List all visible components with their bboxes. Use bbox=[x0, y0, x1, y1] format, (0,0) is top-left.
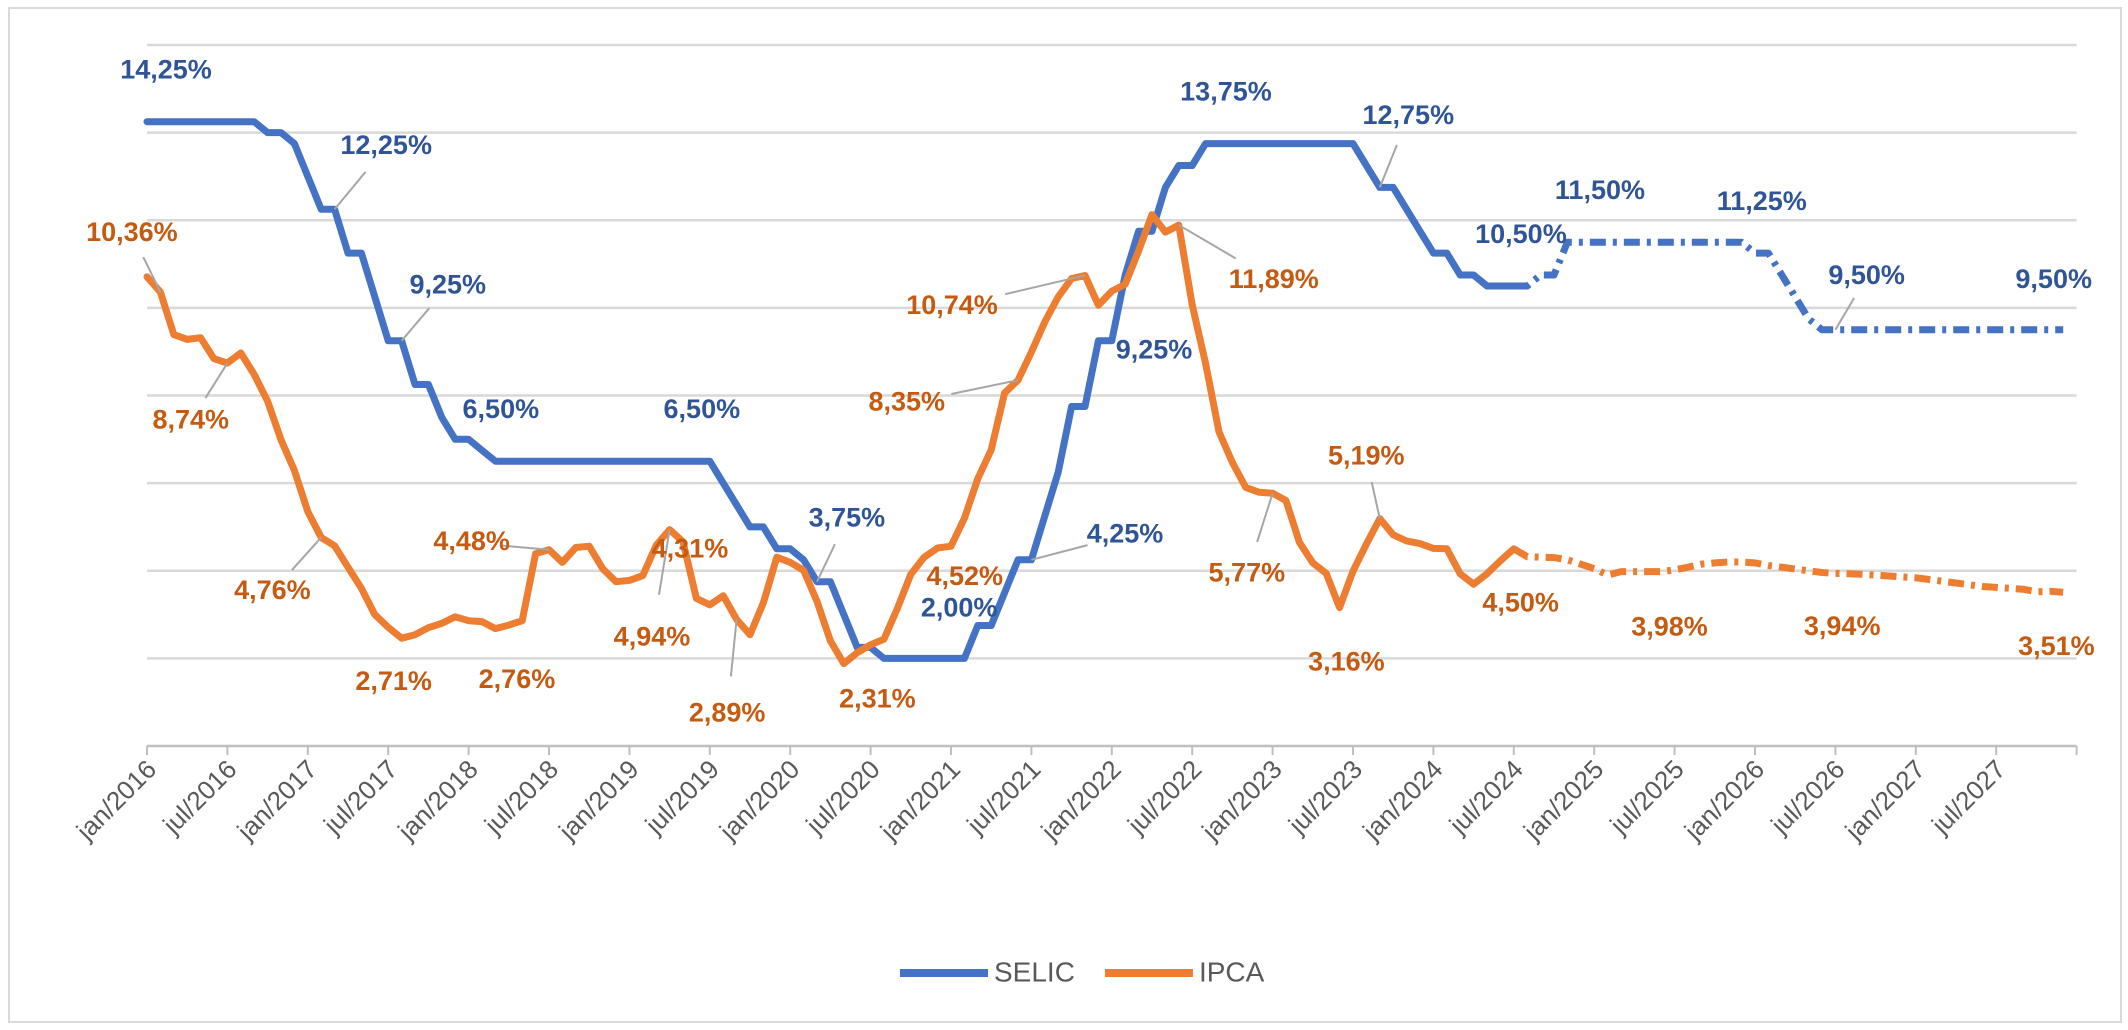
data-label: 5,19% bbox=[1328, 441, 1405, 471]
data-label: 8,35% bbox=[868, 386, 945, 416]
data-label: 10,50% bbox=[1475, 219, 1567, 249]
leader-line bbox=[204, 362, 229, 399]
data-label: 4,25% bbox=[1087, 518, 1164, 548]
series-line bbox=[143, 118, 1518, 662]
leader-line bbox=[816, 543, 836, 583]
leader-line bbox=[333, 171, 367, 210]
leader-line bbox=[1004, 274, 1086, 296]
leader-line bbox=[1834, 297, 1855, 331]
leader-line bbox=[400, 307, 431, 342]
data-label: 6,50% bbox=[664, 394, 741, 424]
leader-line bbox=[729, 619, 738, 677]
data-label: 3,51% bbox=[2018, 631, 2095, 661]
data-label: 3,94% bbox=[1804, 611, 1881, 641]
data-label: 11,89% bbox=[1229, 264, 1319, 294]
data-label: 4,76% bbox=[234, 575, 311, 605]
data-label: 4,94% bbox=[614, 621, 691, 651]
legend-label: IPCA bbox=[1199, 956, 1265, 987]
data-label: 2,76% bbox=[479, 664, 556, 694]
legend-label: SELIC bbox=[994, 956, 1075, 987]
leader-line bbox=[1031, 544, 1088, 561]
data-label: 2,71% bbox=[355, 666, 432, 696]
data-label: 4,50% bbox=[1482, 588, 1559, 618]
leader-line bbox=[502, 544, 550, 551]
data-label: 11,50% bbox=[1555, 175, 1645, 205]
data-label: 4,31% bbox=[652, 534, 729, 564]
data-label: 5,77% bbox=[1209, 558, 1286, 588]
leader-line bbox=[1256, 492, 1274, 543]
data-label: 10,36% bbox=[86, 217, 178, 247]
chart-frame bbox=[8, 7, 2122, 1023]
leader-line bbox=[1378, 144, 1398, 188]
data-label: 3,75% bbox=[809, 502, 886, 532]
data-label: 2,89% bbox=[689, 697, 766, 727]
leader-line bbox=[291, 536, 322, 571]
data-label: 2,31% bbox=[839, 684, 916, 714]
data-label: 14,25% bbox=[120, 55, 212, 85]
leader-line bbox=[1370, 481, 1381, 519]
leader-line bbox=[142, 256, 162, 293]
data-label: 4,48% bbox=[433, 526, 510, 556]
data-label: 4,52% bbox=[926, 561, 1003, 591]
data-label: 12,25% bbox=[340, 130, 432, 160]
leader-line bbox=[951, 379, 1019, 395]
data-label: 3,98% bbox=[1631, 612, 1708, 642]
forecast-line bbox=[1512, 545, 2064, 596]
data-label: 13,75% bbox=[1180, 76, 1272, 106]
data-label: 2,00% bbox=[921, 593, 998, 623]
data-label: 10,74% bbox=[906, 290, 998, 320]
leader-line bbox=[1178, 224, 1237, 260]
data-label: 9,25% bbox=[409, 270, 486, 300]
data-label: 8,74% bbox=[152, 405, 229, 435]
data-label: 11,25% bbox=[1717, 186, 1807, 216]
data-label: 6,50% bbox=[463, 394, 540, 424]
data-label: 3,16% bbox=[1308, 646, 1385, 676]
data-label: 9,50% bbox=[1828, 260, 1905, 290]
leader-line bbox=[658, 529, 671, 595]
series-line bbox=[143, 211, 1518, 668]
data-label: 9,25% bbox=[1116, 335, 1193, 365]
data-label: 9,50% bbox=[2015, 264, 2092, 294]
data-label: 12,75% bbox=[1363, 100, 1455, 130]
forecast-line bbox=[1513, 238, 2064, 334]
